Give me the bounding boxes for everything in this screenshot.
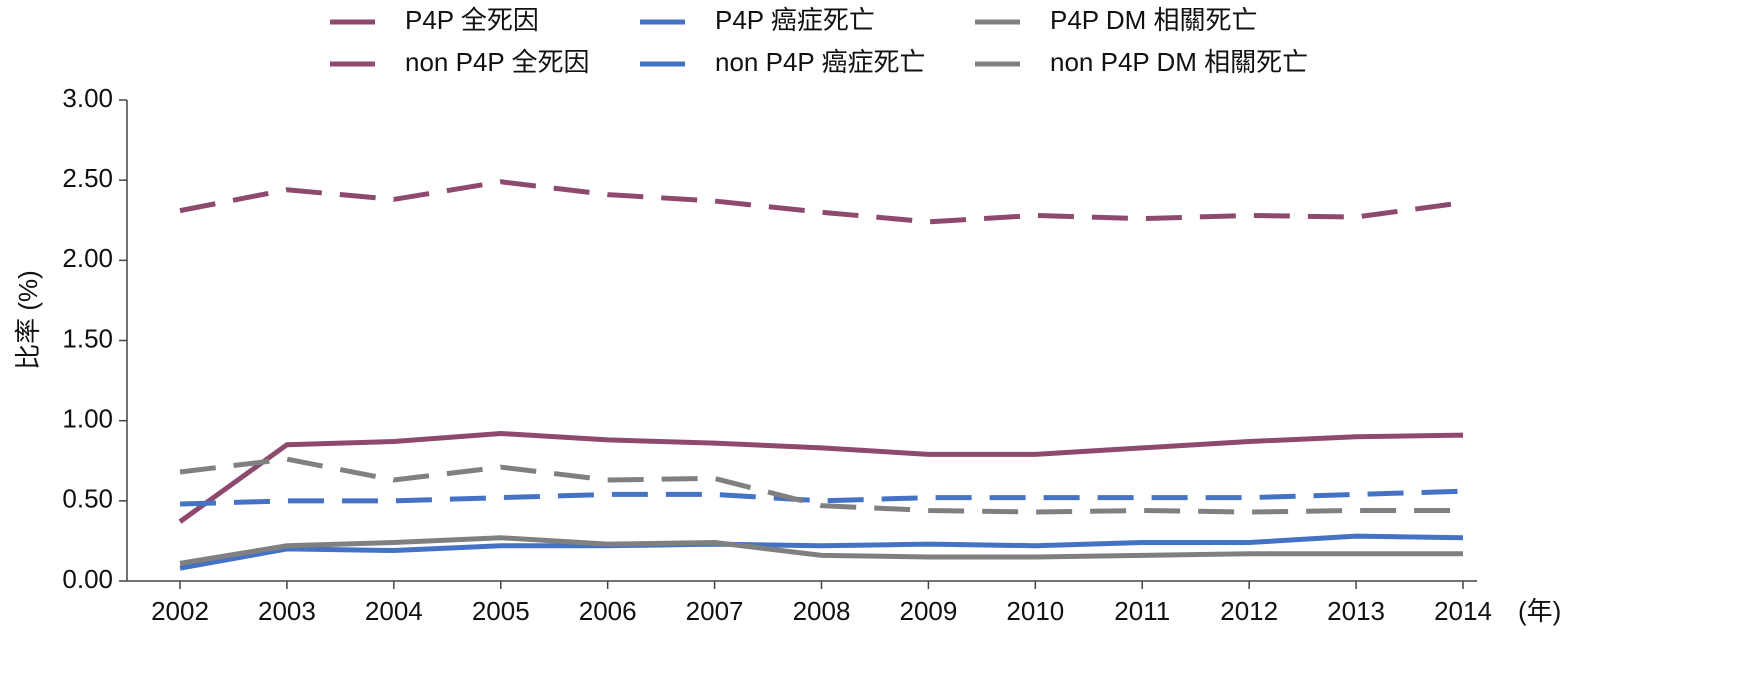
x-tick-label: 2006 <box>579 596 637 626</box>
x-tick-label: 2002 <box>151 596 209 626</box>
y-tick-label: 3.00 <box>62 83 113 113</box>
y-tick-label: 1.00 <box>62 404 113 434</box>
x-tick-label: 2014 <box>1434 596 1492 626</box>
series-line <box>179 456 1463 515</box>
y-axis-label: 比率 (%) <box>13 270 43 370</box>
x-tick-label: 2004 <box>365 596 423 626</box>
legend-label: P4P 癌症死亡 <box>715 5 875 35</box>
x-tick-label: 2009 <box>899 596 957 626</box>
x-tick-label: 2011 <box>1114 596 1170 626</box>
x-tick-label: 2003 <box>258 596 316 626</box>
y-tick-label: 0.50 <box>62 484 113 514</box>
series-line <box>179 179 1464 225</box>
legend-label: non P4P DM 相關死亡 <box>1050 47 1308 77</box>
x-tick-label: 2010 <box>1006 596 1064 626</box>
legend-label: non P4P 全死因 <box>405 47 590 77</box>
legend-label: non P4P 癌症死亡 <box>715 47 926 77</box>
legend-label: P4P DM 相關死亡 <box>1050 5 1258 35</box>
x-tick-label: 2013 <box>1327 596 1385 626</box>
x-tick-label: 2008 <box>793 596 851 626</box>
x-tick-label: 2005 <box>472 596 530 626</box>
y-tick-label: 1.50 <box>62 323 113 353</box>
series-line <box>178 430 1464 524</box>
series-line <box>179 535 1463 566</box>
x-tick-label: 2012 <box>1220 596 1278 626</box>
y-tick-label: 2.50 <box>62 163 113 193</box>
series-line <box>179 488 1464 507</box>
series-line <box>179 533 1464 571</box>
x-tick-label: 2007 <box>686 596 744 626</box>
legend-label: P4P 全死因 <box>405 5 539 35</box>
x-axis-label: (年) <box>1518 596 1561 626</box>
y-tick-label: 0.00 <box>62 564 113 594</box>
y-tick-label: 2.00 <box>62 243 113 273</box>
